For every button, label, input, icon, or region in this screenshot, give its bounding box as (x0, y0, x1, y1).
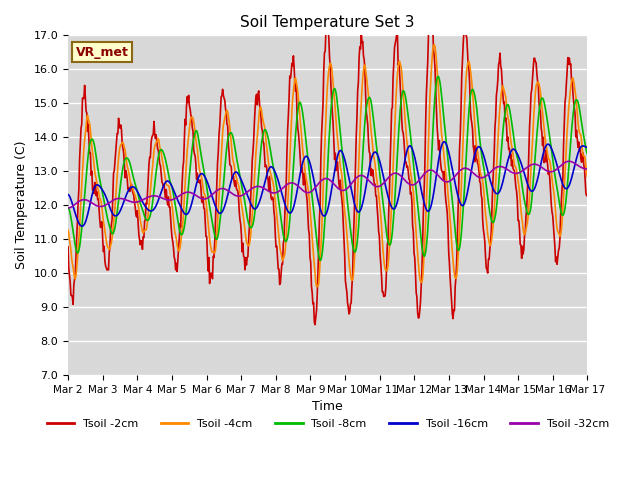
Tsoil -2cm (406, 191, 414, 197)
Title: Soil Temperature Set 3: Soil Temperature Set 3 (241, 15, 415, 30)
Tsoil -8cm (74, 250, 81, 256)
Tsoil -16cm (440, 139, 448, 144)
Tsoil -8cm (64, 205, 72, 211)
Tsoil -16cm (64, 192, 72, 197)
Line: Tsoil -32cm: Tsoil -32cm (68, 161, 588, 208)
Tsoil -8cm (434, 73, 442, 79)
Tsoil -16cm (584, 144, 591, 150)
Tsoil -2cm (207, 270, 215, 276)
Tsoil -2cm (127, 181, 134, 187)
Tsoil -16cm (78, 223, 86, 229)
Tsoil -32cm (207, 192, 215, 198)
Tsoil -8cm (207, 212, 215, 218)
Tsoil -2cm (74, 219, 81, 225)
Tsoil -32cm (74, 200, 81, 205)
Tsoil -32cm (390, 170, 398, 176)
Tsoil -32cm (64, 205, 72, 211)
Tsoil -8cm (316, 258, 324, 264)
Tsoil -4cm (406, 168, 414, 173)
Tsoil -2cm (584, 192, 591, 198)
X-axis label: Time: Time (312, 400, 343, 413)
Tsoil -2cm (427, 8, 435, 13)
Line: Tsoil -8cm: Tsoil -8cm (68, 76, 588, 261)
Tsoil -4cm (127, 181, 134, 187)
Tsoil -2cm (311, 322, 319, 327)
Tsoil -8cm (392, 190, 399, 195)
Tsoil -4cm (74, 256, 81, 262)
Tsoil -16cm (74, 217, 81, 223)
Tsoil -16cm (128, 184, 136, 190)
Text: VR_met: VR_met (76, 46, 129, 59)
Tsoil -8cm (584, 151, 591, 157)
Tsoil -4cm (314, 284, 321, 289)
Tsoil -2cm (64, 244, 72, 250)
Tsoil -4cm (584, 174, 591, 180)
Tsoil -16cm (180, 211, 188, 216)
Tsoil -32cm (406, 181, 413, 187)
Tsoil -2cm (392, 40, 399, 46)
Tsoil -8cm (406, 132, 414, 137)
Tsoil -4cm (431, 42, 438, 48)
Tsoil -4cm (207, 246, 215, 252)
Tsoil -4cm (180, 208, 188, 214)
Tsoil -32cm (584, 166, 591, 172)
Tsoil -16cm (392, 205, 399, 211)
Line: Tsoil -16cm: Tsoil -16cm (68, 142, 588, 226)
Tsoil -32cm (127, 199, 134, 204)
Tsoil -8cm (180, 228, 188, 233)
Tsoil -8cm (127, 164, 134, 169)
Line: Tsoil -4cm: Tsoil -4cm (68, 45, 588, 287)
Tsoil -4cm (64, 228, 72, 233)
Tsoil -2cm (180, 159, 188, 165)
Line: Tsoil -2cm: Tsoil -2cm (68, 11, 588, 324)
Tsoil -16cm (406, 143, 414, 149)
Tsoil -32cm (180, 191, 188, 196)
Y-axis label: Soil Temperature (C): Soil Temperature (C) (15, 141, 28, 269)
Tsoil -4cm (392, 111, 399, 117)
Legend: Tsoil -2cm, Tsoil -4cm, Tsoil -8cm, Tsoil -16cm, Tsoil -32cm: Tsoil -2cm, Tsoil -4cm, Tsoil -8cm, Tsoi… (42, 414, 613, 433)
Tsoil -32cm (566, 158, 573, 164)
Tsoil -16cm (208, 192, 216, 198)
